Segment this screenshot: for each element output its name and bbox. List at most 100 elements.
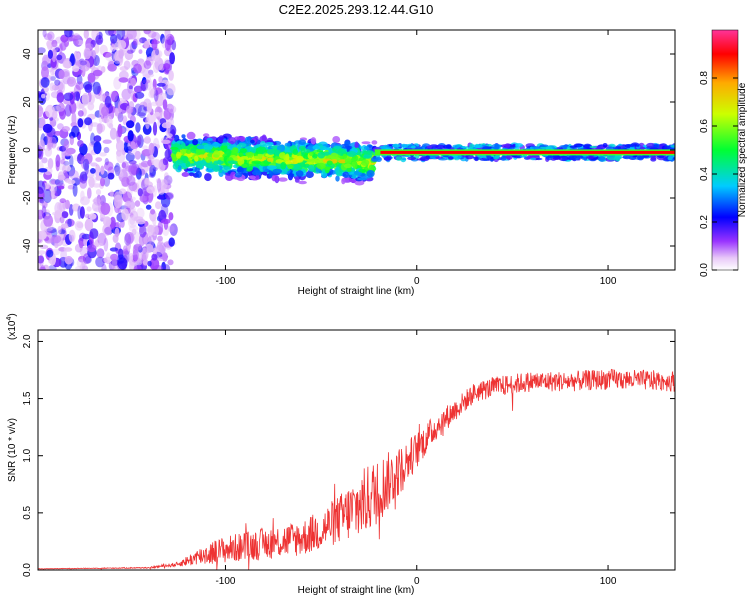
carrier-halo-speck bbox=[401, 158, 407, 161]
noise-speck bbox=[80, 190, 85, 201]
noise-speck bbox=[169, 223, 178, 236]
noise-speck bbox=[49, 82, 55, 92]
noise-speck bbox=[100, 202, 111, 215]
snr-axes: -100 0 100 0.0 0.5 1.0 1.5 2.0 bbox=[22, 330, 675, 587]
carrier-halo-speck bbox=[461, 146, 467, 149]
signal-speck bbox=[298, 180, 307, 185]
noise-speck bbox=[142, 77, 147, 84]
noise-speck bbox=[113, 194, 123, 209]
carrier-halo-speck bbox=[438, 157, 448, 161]
noise-speck bbox=[142, 259, 149, 266]
noise-speck bbox=[47, 265, 57, 270]
noise-speck bbox=[38, 104, 44, 118]
signal-speck bbox=[296, 155, 304, 163]
signal-speck bbox=[284, 142, 291, 147]
carrier-halo-speck bbox=[375, 156, 382, 162]
y-tick-label: -40 bbox=[22, 238, 33, 253]
noise-speck bbox=[155, 201, 162, 210]
signal-speck bbox=[213, 160, 222, 165]
noise-speck bbox=[162, 99, 168, 110]
noise-speck bbox=[63, 139, 70, 149]
noise-speck bbox=[92, 81, 101, 95]
signal-speck bbox=[195, 171, 202, 178]
noise-speck bbox=[143, 60, 152, 70]
noise-speck bbox=[60, 41, 67, 51]
noise-speck bbox=[156, 195, 165, 200]
noise-speck bbox=[87, 72, 96, 83]
signal-speck bbox=[354, 141, 359, 149]
noise-speck bbox=[81, 92, 90, 106]
noise-speck bbox=[102, 139, 112, 144]
noise-speck bbox=[139, 79, 149, 92]
noise-speck bbox=[160, 218, 171, 224]
snr-line-layer bbox=[38, 368, 675, 570]
noise-speck bbox=[71, 125, 80, 138]
signal-speck bbox=[190, 163, 196, 167]
colorbar-tick-label: 0.8 bbox=[699, 71, 710, 85]
carrier-halo-speck bbox=[602, 143, 608, 148]
signal-speck bbox=[232, 147, 239, 154]
signal-speck bbox=[249, 163, 257, 167]
signal-speck bbox=[227, 137, 236, 145]
noise-speck bbox=[87, 174, 97, 186]
noise-speck bbox=[69, 30, 74, 38]
signal-speck bbox=[203, 144, 214, 150]
carrier-halo-speck bbox=[638, 155, 645, 160]
noise-speck bbox=[51, 234, 62, 244]
noise-speck bbox=[90, 39, 96, 48]
carrier-halo-speck bbox=[426, 145, 433, 149]
noise-speck bbox=[138, 49, 143, 54]
noise-speck bbox=[93, 141, 102, 155]
noise-speck bbox=[121, 208, 129, 221]
carrier-halo-speck bbox=[606, 154, 617, 161]
noise-speck bbox=[128, 163, 138, 176]
noise-speck bbox=[97, 232, 107, 246]
signal-speck bbox=[181, 134, 186, 139]
noise-speck bbox=[56, 182, 65, 189]
noise-speck bbox=[167, 225, 175, 233]
noise-speck bbox=[121, 88, 132, 101]
noise-speck bbox=[77, 110, 84, 117]
signal-speck bbox=[361, 159, 370, 166]
carrier-halo-speck bbox=[419, 156, 430, 162]
carrier-halo-speck bbox=[622, 155, 628, 159]
noise-speck bbox=[122, 245, 128, 256]
noise-speck bbox=[133, 63, 142, 74]
noise-speck bbox=[114, 162, 121, 176]
noise-speck bbox=[116, 30, 126, 40]
signal-speck bbox=[248, 175, 256, 180]
signal-speck bbox=[265, 142, 274, 147]
carrier-halo-speck bbox=[491, 143, 502, 150]
noise-speck bbox=[114, 107, 119, 117]
noise-speck bbox=[58, 69, 65, 80]
noise-speck bbox=[55, 154, 61, 168]
carrier-halo-speck bbox=[530, 157, 537, 161]
noise-speck bbox=[166, 83, 176, 96]
signal-speck bbox=[208, 167, 213, 172]
noise-speck bbox=[59, 216, 65, 224]
noise-speck bbox=[40, 265, 46, 270]
noise-speck bbox=[152, 217, 157, 226]
noise-speck bbox=[167, 36, 174, 46]
noise-speck bbox=[95, 175, 102, 181]
noise-speck bbox=[151, 253, 158, 261]
noise-speck bbox=[118, 49, 124, 59]
noise-speck bbox=[84, 153, 93, 165]
noise-speck bbox=[110, 34, 118, 44]
noise-speck bbox=[46, 139, 52, 152]
noise-speck bbox=[74, 52, 81, 61]
signal-speck bbox=[310, 137, 317, 145]
noise-speck bbox=[89, 228, 99, 240]
noise-speck bbox=[100, 177, 105, 187]
carrier-halo-speck bbox=[475, 144, 483, 148]
noise-speck bbox=[79, 206, 85, 219]
noise-speck bbox=[143, 40, 150, 49]
figure-title: C2E2.2025.293.12.44.G10 bbox=[279, 2, 434, 17]
noise-speck bbox=[40, 77, 50, 88]
noise-speck bbox=[156, 82, 166, 87]
signal-speck bbox=[371, 140, 378, 145]
noise-speck bbox=[79, 60, 88, 66]
noise-speck bbox=[83, 30, 89, 39]
noise-speck bbox=[168, 212, 174, 221]
colorbar-tick-label: 0.2 bbox=[699, 215, 710, 229]
